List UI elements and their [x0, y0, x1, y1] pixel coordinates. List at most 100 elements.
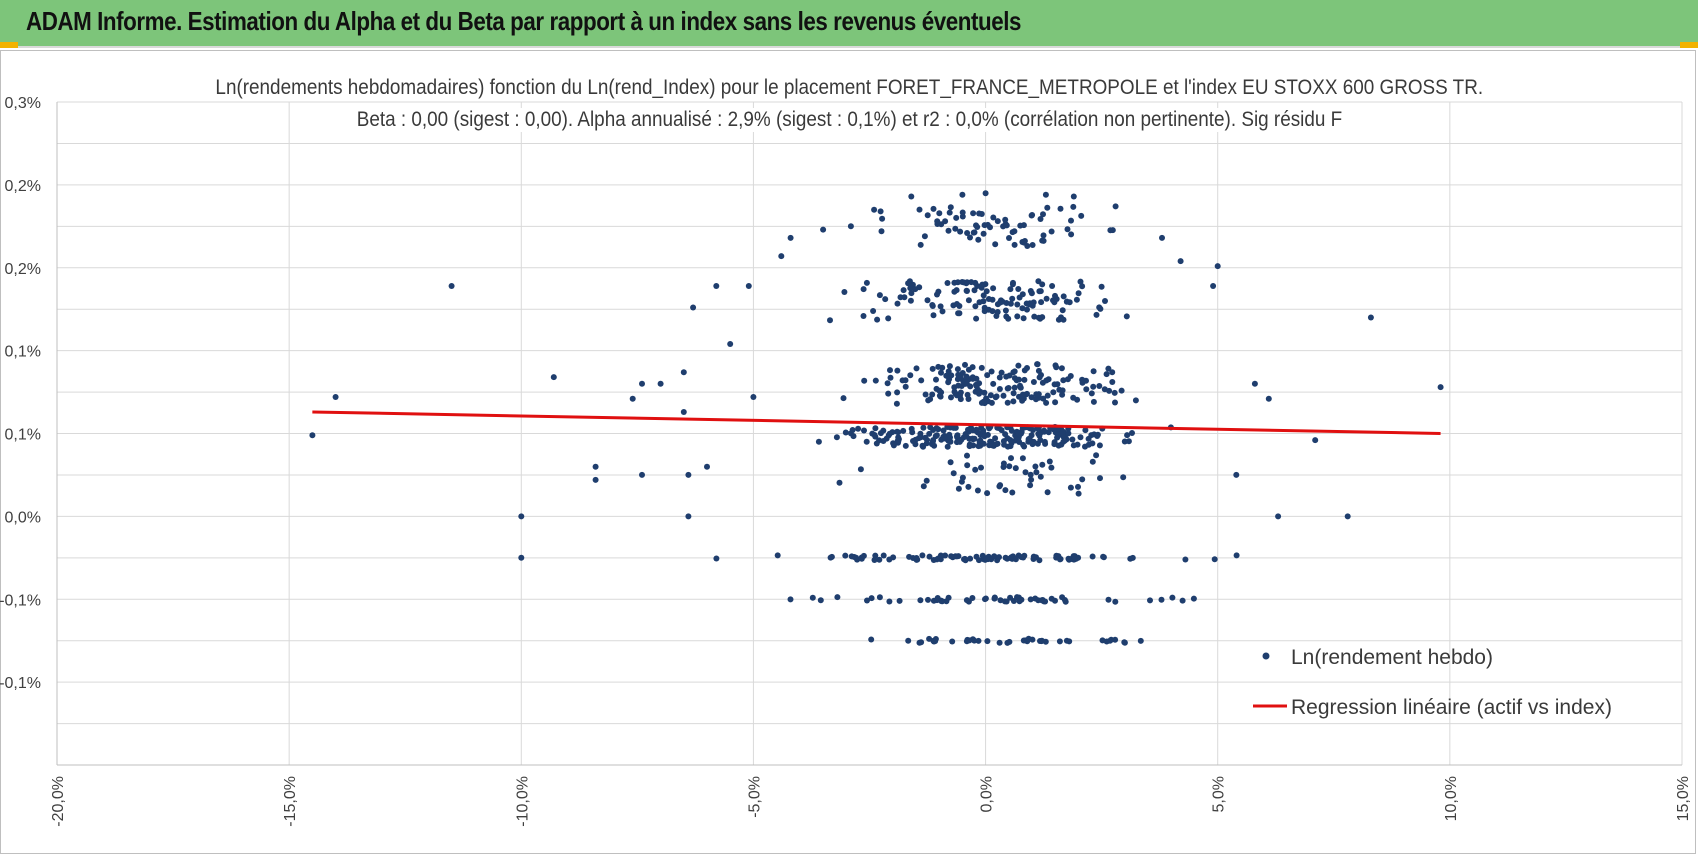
scatter-point: [861, 377, 868, 384]
scatter-point: [1029, 212, 1036, 218]
scatter-point: [936, 387, 943, 394]
scatter-point: [1024, 306, 1030, 313]
scatter-point: [685, 513, 692, 520]
scatter-point: [1056, 638, 1063, 645]
scatter-point: [974, 487, 981, 494]
scatter-point: [827, 317, 833, 324]
scatter-point: [629, 395, 636, 402]
scatter-point: [950, 470, 957, 477]
scatter-point: [1052, 399, 1059, 406]
scatter-point: [987, 392, 994, 399]
scatter-point: [907, 372, 914, 379]
scatter-point: [907, 297, 914, 304]
chart-subtitle-text: Beta : 0,00 (sigest : 0,00). Alpha annua…: [350, 108, 1348, 132]
scatter-point: [996, 386, 1003, 392]
scatter-point: [842, 552, 849, 559]
scatter-point: [860, 313, 867, 319]
scatter-point: [1056, 386, 1063, 393]
scatter-point: [902, 383, 909, 390]
scatter-point: [921, 233, 928, 240]
scatter-point: [914, 556, 921, 563]
scatter-point: [855, 425, 862, 432]
scatter-point: [981, 433, 988, 440]
scatter-point: [994, 440, 1001, 447]
scatter-point: [550, 374, 557, 381]
scatter-point: [1044, 489, 1051, 496]
scatter-point: [639, 380, 645, 387]
scatter-point: [984, 372, 991, 379]
scatter-point: [1097, 475, 1103, 482]
scatter-point: [1158, 596, 1165, 603]
scatter-point: [787, 234, 794, 241]
scatter-point: [963, 638, 970, 645]
scatter-point: [820, 226, 827, 233]
scatter-point: [871, 206, 878, 213]
scatter-point: [948, 553, 955, 560]
scatter-point: [922, 391, 929, 398]
scatter-point: [1065, 555, 1072, 562]
scatter-point: [1070, 394, 1077, 401]
scatter-point: [1039, 597, 1046, 603]
scatter-point: [1120, 474, 1127, 481]
scatter-point: [931, 442, 938, 449]
scatter-point: [1012, 465, 1019, 472]
scatter-point: [894, 389, 901, 396]
scatter-point: [713, 555, 720, 562]
scatter-point: [1028, 432, 1035, 439]
scatter-point: [1083, 386, 1090, 393]
scatter-point: [886, 556, 893, 563]
legend-marker-points: [1262, 652, 1270, 660]
chart-subtitle: Beta : 0,00 (sigest : 0,00). Alpha annua…: [0, 108, 1698, 132]
scatter-point: [873, 440, 880, 447]
scatter-point: [930, 205, 937, 212]
chart-legend: Ln(rendement hebdo) Regression linéaire …: [1253, 646, 1612, 719]
scatter-point: [1107, 227, 1114, 234]
scatter-point: [895, 429, 902, 436]
scatter-point: [940, 427, 947, 434]
scatter-point: [1028, 476, 1035, 483]
scatter-point: [1003, 598, 1010, 605]
scatter-point: [900, 427, 907, 434]
scatter-point: [332, 394, 339, 400]
scatter-point: [1105, 365, 1112, 372]
scatter-point: [1129, 554, 1136, 561]
scatter-point: [953, 301, 960, 307]
scatter-point: [1078, 212, 1085, 219]
scatter-point: [930, 312, 937, 319]
scatter-point: [860, 286, 867, 293]
scatter-point: [863, 438, 870, 445]
scatter-point: [1079, 376, 1086, 383]
scatter-point: [983, 555, 990, 562]
scatter-point: [988, 556, 995, 563]
corner-marker-top-left: [0, 42, 18, 48]
scatter-point: [1034, 361, 1041, 368]
scatter-point: [1344, 513, 1351, 520]
scatter-point: [1118, 387, 1125, 394]
scatter-point: [1100, 554, 1107, 561]
scatter-point: [924, 297, 931, 304]
scatter-point: [1060, 377, 1067, 384]
scatter-point: [926, 635, 933, 642]
scatter-point: [1051, 439, 1058, 446]
scatter-point: [934, 556, 940, 563]
scatter-point: [1014, 301, 1021, 308]
scatter-point: [1015, 430, 1022, 437]
scatter-point: [963, 287, 970, 294]
scatter-point: [1048, 595, 1055, 602]
scatter-point: [920, 483, 927, 490]
scatter-point: [1037, 473, 1044, 480]
scatter-point: [842, 429, 849, 436]
scatter-point: [964, 462, 971, 469]
scatter-point: [1040, 237, 1047, 244]
scatter-point: [895, 434, 902, 441]
scatter-point: [975, 443, 982, 450]
scatter-point: [1112, 399, 1118, 406]
regression-line-group: [312, 410, 1441, 435]
scatter-point: [954, 432, 961, 439]
scatter-point: [910, 438, 916, 444]
scatter-point: [1002, 431, 1009, 438]
scatter-point: [925, 596, 931, 603]
scatter-point: [1010, 398, 1017, 405]
scatter-point: [894, 300, 901, 307]
scatter-point: [1032, 463, 1039, 470]
